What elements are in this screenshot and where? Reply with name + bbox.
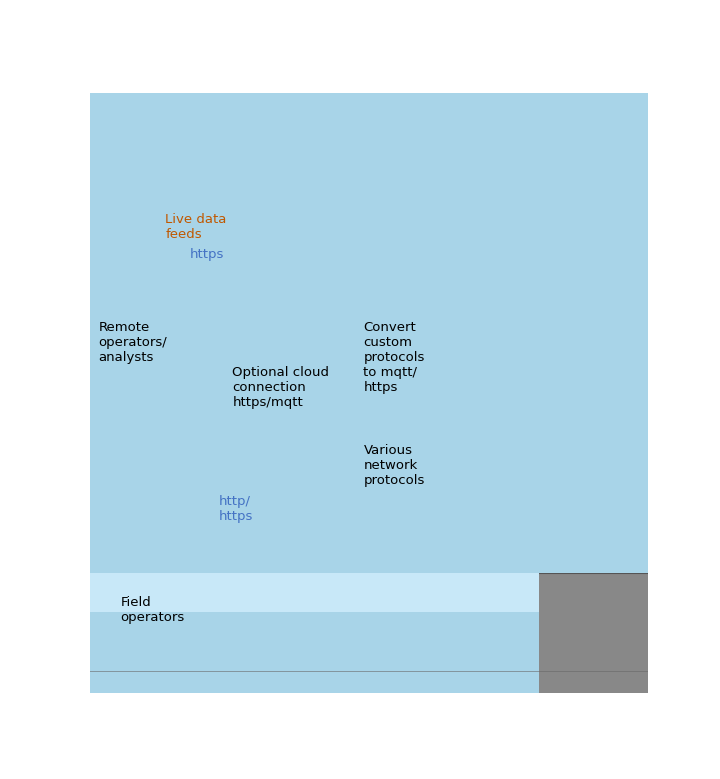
- Ellipse shape: [252, 212, 311, 261]
- FancyBboxPatch shape: [0, 0, 463, 750]
- Text: SAR
(NITF): SAR (NITF): [455, 185, 492, 213]
- Text: Hawkstream
Local
Installation: Hawkstream Local Installation: [293, 378, 381, 427]
- FancyBboxPatch shape: [0, 314, 720, 612]
- FancyBboxPatch shape: [425, 181, 523, 217]
- Ellipse shape: [192, 237, 242, 286]
- FancyBboxPatch shape: [425, 398, 523, 435]
- Text: Tracker: Tracker: [451, 502, 496, 516]
- Ellipse shape: [0, 578, 720, 776]
- Ellipse shape: [267, 220, 298, 240]
- Ellipse shape: [215, 238, 255, 262]
- Ellipse shape: [253, 212, 310, 258]
- Text: Optional cloud
connection
https/mqtt: Optional cloud connection https/mqtt: [233, 366, 329, 410]
- FancyBboxPatch shape: [425, 583, 523, 620]
- Text: MTI
(Stanag 4607): MTI (Stanag 4607): [428, 402, 518, 432]
- Text: Tracker: Tracker: [451, 238, 496, 252]
- FancyBboxPatch shape: [0, 0, 611, 779]
- Ellipse shape: [292, 238, 338, 283]
- FancyBboxPatch shape: [0, 0, 720, 573]
- Text: SAR
(NITF): SAR (NITF): [455, 449, 492, 478]
- FancyBboxPatch shape: [0, 0, 720, 314]
- Text: Field
operators: Field operators: [121, 595, 185, 623]
- Ellipse shape: [265, 227, 332, 281]
- FancyBboxPatch shape: [425, 537, 523, 574]
- FancyBboxPatch shape: [425, 273, 523, 310]
- Ellipse shape: [193, 238, 240, 283]
- Text: Remote
operators/
analysts: Remote operators/ analysts: [99, 322, 167, 365]
- Text: Camera: Camera: [449, 595, 498, 608]
- Text: http/
https: http/ https: [218, 495, 253, 523]
- Text: https: https: [189, 249, 224, 261]
- Ellipse shape: [279, 238, 318, 262]
- FancyBboxPatch shape: [425, 491, 523, 527]
- Ellipse shape: [225, 212, 284, 261]
- Ellipse shape: [204, 233, 327, 293]
- FancyBboxPatch shape: [425, 444, 523, 481]
- Ellipse shape: [200, 227, 270, 284]
- Text: Maritime AIS: Maritime AIS: [434, 285, 513, 298]
- FancyBboxPatch shape: [0, 0, 720, 645]
- Text: Aircraft ADS-B: Aircraft ADS-B: [429, 331, 518, 344]
- FancyBboxPatch shape: [425, 227, 523, 264]
- FancyBboxPatch shape: [0, 0, 539, 779]
- FancyBboxPatch shape: [288, 126, 386, 181]
- FancyBboxPatch shape: [425, 319, 523, 356]
- Ellipse shape: [202, 227, 269, 281]
- FancyBboxPatch shape: [425, 134, 523, 171]
- Text: MTI
(Stanag 4607): MTI (Stanag 4607): [428, 139, 518, 167]
- Text: Maritime AIS: Maritime AIS: [434, 549, 513, 562]
- FancyBboxPatch shape: [0, 573, 720, 779]
- Text: <hawkstream.net>: <hawkstream.net>: [208, 253, 329, 263]
- Ellipse shape: [203, 233, 329, 296]
- Text: Various
network
protocols: Various network protocols: [364, 444, 425, 488]
- Ellipse shape: [227, 212, 282, 258]
- FancyBboxPatch shape: [0, 0, 463, 354]
- FancyBboxPatch shape: [0, 35, 539, 612]
- Ellipse shape: [263, 227, 333, 284]
- Ellipse shape: [237, 220, 270, 241]
- Text: Sensors: Sensors: [501, 104, 555, 118]
- Ellipse shape: [289, 237, 340, 286]
- FancyBboxPatch shape: [288, 372, 386, 432]
- Text: Live data
feeds: Live data feeds: [166, 213, 227, 241]
- Text: Hawkstream
AWS/Azure: Hawkstream AWS/Azure: [293, 138, 381, 169]
- FancyBboxPatch shape: [0, 0, 720, 380]
- Text: Convert
custom
protocols
to mqtt/
https: Convert custom protocols to mqtt/ https: [364, 322, 425, 394]
- FancyBboxPatch shape: [0, 0, 528, 779]
